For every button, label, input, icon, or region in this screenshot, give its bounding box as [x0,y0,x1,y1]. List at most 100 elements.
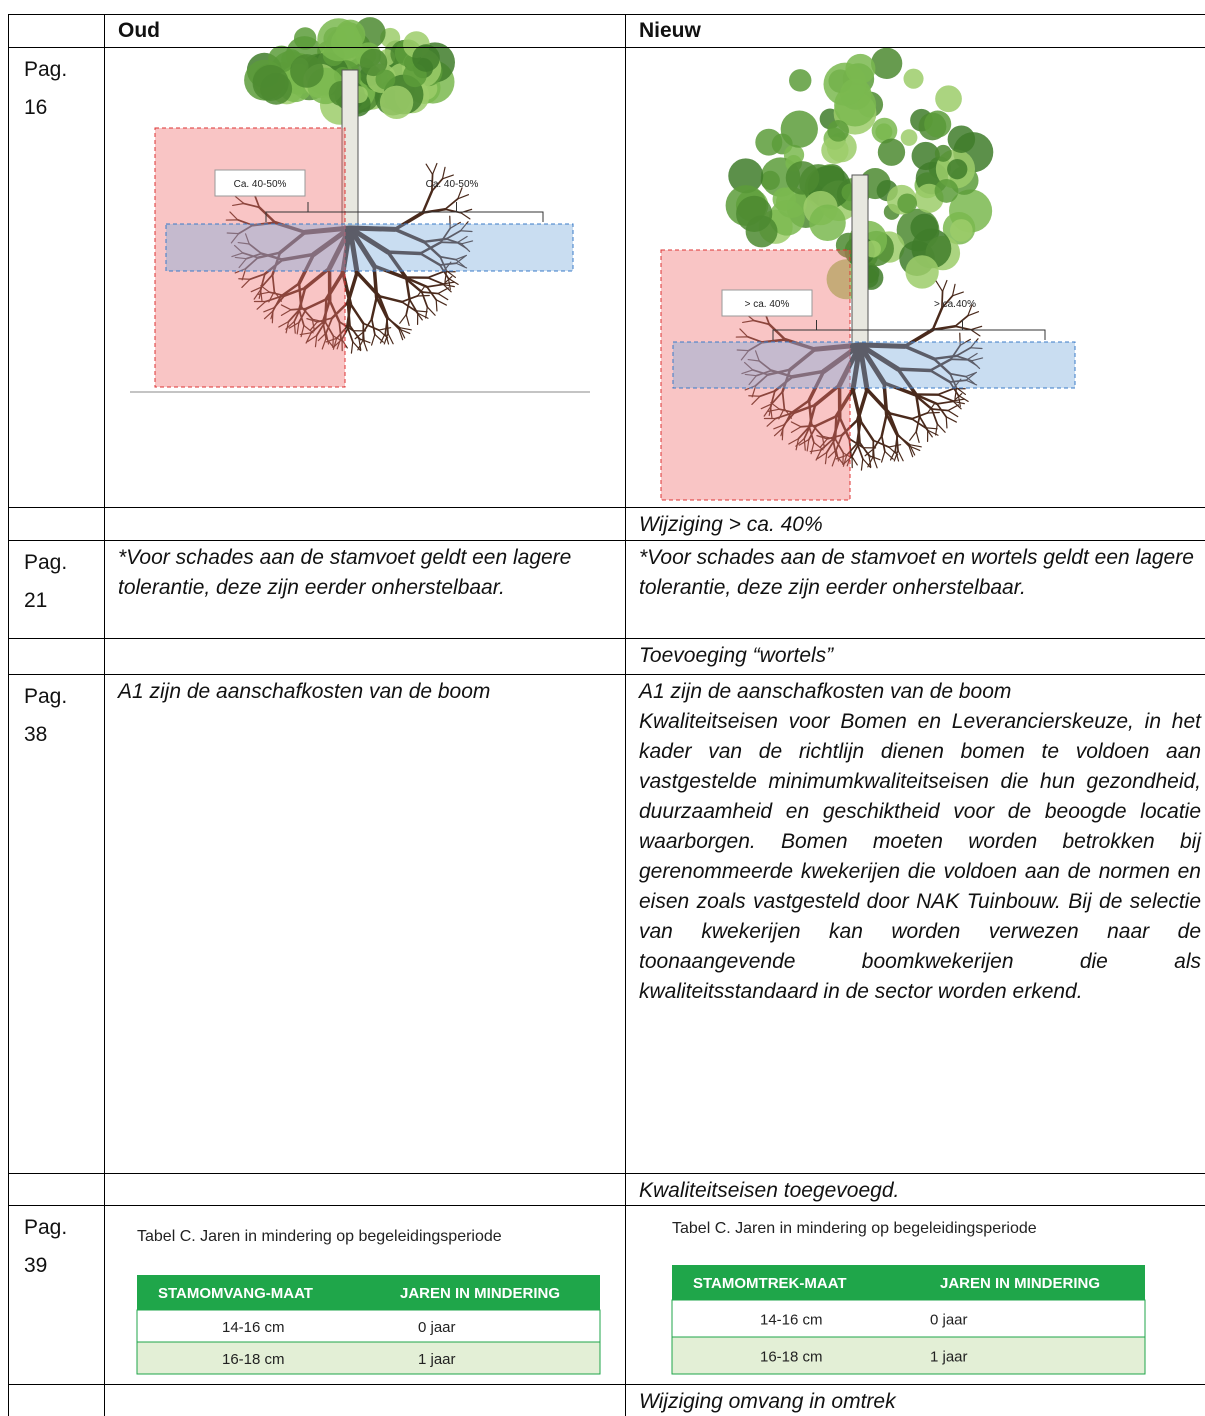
root [831,454,837,467]
table-cell: 1 jaar [930,1349,968,1366]
root [439,255,448,272]
root [271,273,276,293]
root [936,393,954,402]
root [383,332,389,345]
root [374,333,384,343]
root [346,301,351,327]
root [306,318,318,323]
root [408,298,419,315]
root [909,431,917,441]
root [332,337,338,350]
root [297,286,307,312]
root [882,381,917,397]
root [743,361,754,371]
root [457,194,470,200]
root [930,408,949,412]
root [305,297,328,310]
root [766,417,777,427]
column-header: Nieuw [639,19,701,42]
leaf-cluster [769,199,805,236]
root [924,427,938,430]
root [951,291,964,297]
root [949,372,958,389]
root [824,451,828,465]
root [747,341,764,352]
root [253,289,262,300]
root [747,358,760,362]
root [773,427,784,437]
table-header-bg [137,1275,600,1310]
root [954,387,958,400]
root [324,270,345,301]
root [278,230,307,255]
root [857,342,887,386]
root [426,276,444,285]
root [754,350,760,362]
root [952,392,963,403]
cell-text: A1 zijn de aanschafkosten van de boom [639,680,1012,703]
page-label: Pag. [24,551,68,574]
root [751,384,757,398]
root [417,312,429,319]
root [398,328,404,341]
table-cell: 16-18 cm [760,1349,823,1366]
root [315,321,327,337]
root [744,373,757,377]
root [362,318,373,333]
root [835,449,840,462]
cell-text: Toevoeging “wortels” [639,644,834,667]
root [431,173,434,193]
root [384,332,390,345]
root [872,435,883,450]
root [375,296,389,319]
root [256,300,267,310]
table-image: Tabel C. Jaren in mindering op begeleidi… [136,1228,601,1375]
bracket [772,320,1046,340]
leaf-cluster [317,18,361,62]
root [914,393,921,418]
root [769,390,776,408]
root [813,441,824,451]
root [941,290,944,310]
root [263,258,284,276]
root [238,258,247,269]
root [296,321,300,335]
root [773,424,785,430]
root [851,441,861,458]
root [797,426,811,440]
table-cell: 0 jaar [418,1319,456,1336]
root [741,369,754,375]
root [967,311,980,317]
root [751,395,761,406]
root [932,354,958,361]
row-border [8,507,1205,508]
leaf-cluster [745,215,778,248]
root [955,387,967,396]
root [864,448,875,457]
root [426,283,444,288]
root [460,243,471,253]
root [237,224,254,235]
leaf-cluster [809,204,846,242]
root [838,416,851,441]
root [945,416,957,423]
root [918,415,929,432]
root [279,282,301,298]
root [790,426,802,434]
root [895,433,911,446]
root [425,306,428,319]
label-box [721,289,813,317]
root [404,276,429,289]
root [264,295,282,303]
root [821,342,863,374]
leaf-cluster [871,117,898,144]
root [915,431,920,443]
column-header: Oud [118,19,160,42]
zone-right [672,341,1076,389]
root [445,238,463,245]
column-border [8,14,9,1416]
root [798,438,810,446]
root [350,341,354,354]
root [260,252,284,261]
root [970,357,984,362]
